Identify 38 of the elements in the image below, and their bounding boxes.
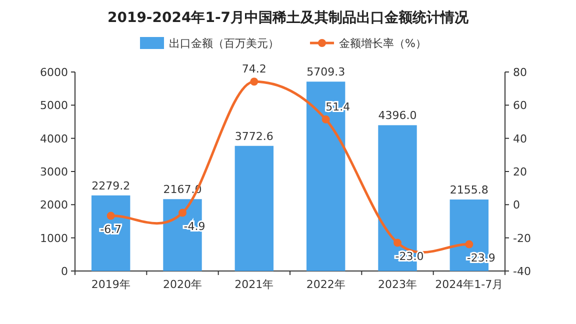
y-tick-label: 6000	[40, 66, 68, 79]
x-tick-label: 2020年	[163, 278, 202, 291]
y-tick-label: 0	[61, 265, 68, 278]
x-tick-label: 2019年	[91, 278, 130, 291]
data-label: 4396.0	[378, 109, 417, 122]
y-tick-label: 5000	[40, 99, 68, 112]
x-tick-label: 2022年	[306, 278, 346, 291]
bar	[91, 195, 130, 271]
point	[178, 208, 186, 217]
y-tick-label: 3000	[40, 166, 68, 178]
y2-tick-label: 20	[513, 166, 527, 178]
data-label: 5709.3	[306, 66, 346, 79]
point	[394, 238, 402, 247]
data-label: 3772.6	[234, 130, 274, 143]
data-label: 2155.8	[450, 184, 488, 196]
bar	[234, 146, 274, 271]
point	[465, 240, 474, 248]
data-label: 2279.2	[92, 179, 130, 192]
point	[106, 212, 115, 220]
x-tick-label: 2023年	[378, 278, 417, 291]
x-tick-label: 2021年	[234, 278, 274, 291]
legend-label: 金额增长率（%）	[339, 37, 426, 50]
y2-tick-label: 0	[513, 198, 520, 212]
y2-tick-label: 60	[513, 99, 527, 112]
y2-tick-label: -20	[513, 232, 531, 245]
y2-tick-label: -40	[513, 265, 531, 278]
point	[322, 115, 330, 124]
data-label: -6.7	[100, 222, 122, 236]
legend-label: 出口金额（百万美元）	[169, 37, 279, 50]
y2-tick-label: 40	[513, 132, 527, 146]
x-tick-label: 2024年1-7月	[435, 278, 504, 291]
y-tick-label: 2000	[40, 198, 68, 212]
y2-tick-label: 80	[513, 66, 527, 79]
chart-title: 2019-2024年1-7月中国稀土及其制品出口金额统计情况	[107, 9, 470, 26]
y-tick-label: 4000	[40, 132, 68, 146]
y-tick-label: 1000	[40, 232, 68, 245]
data-label: 74.2	[242, 62, 266, 76]
point	[250, 78, 258, 86]
